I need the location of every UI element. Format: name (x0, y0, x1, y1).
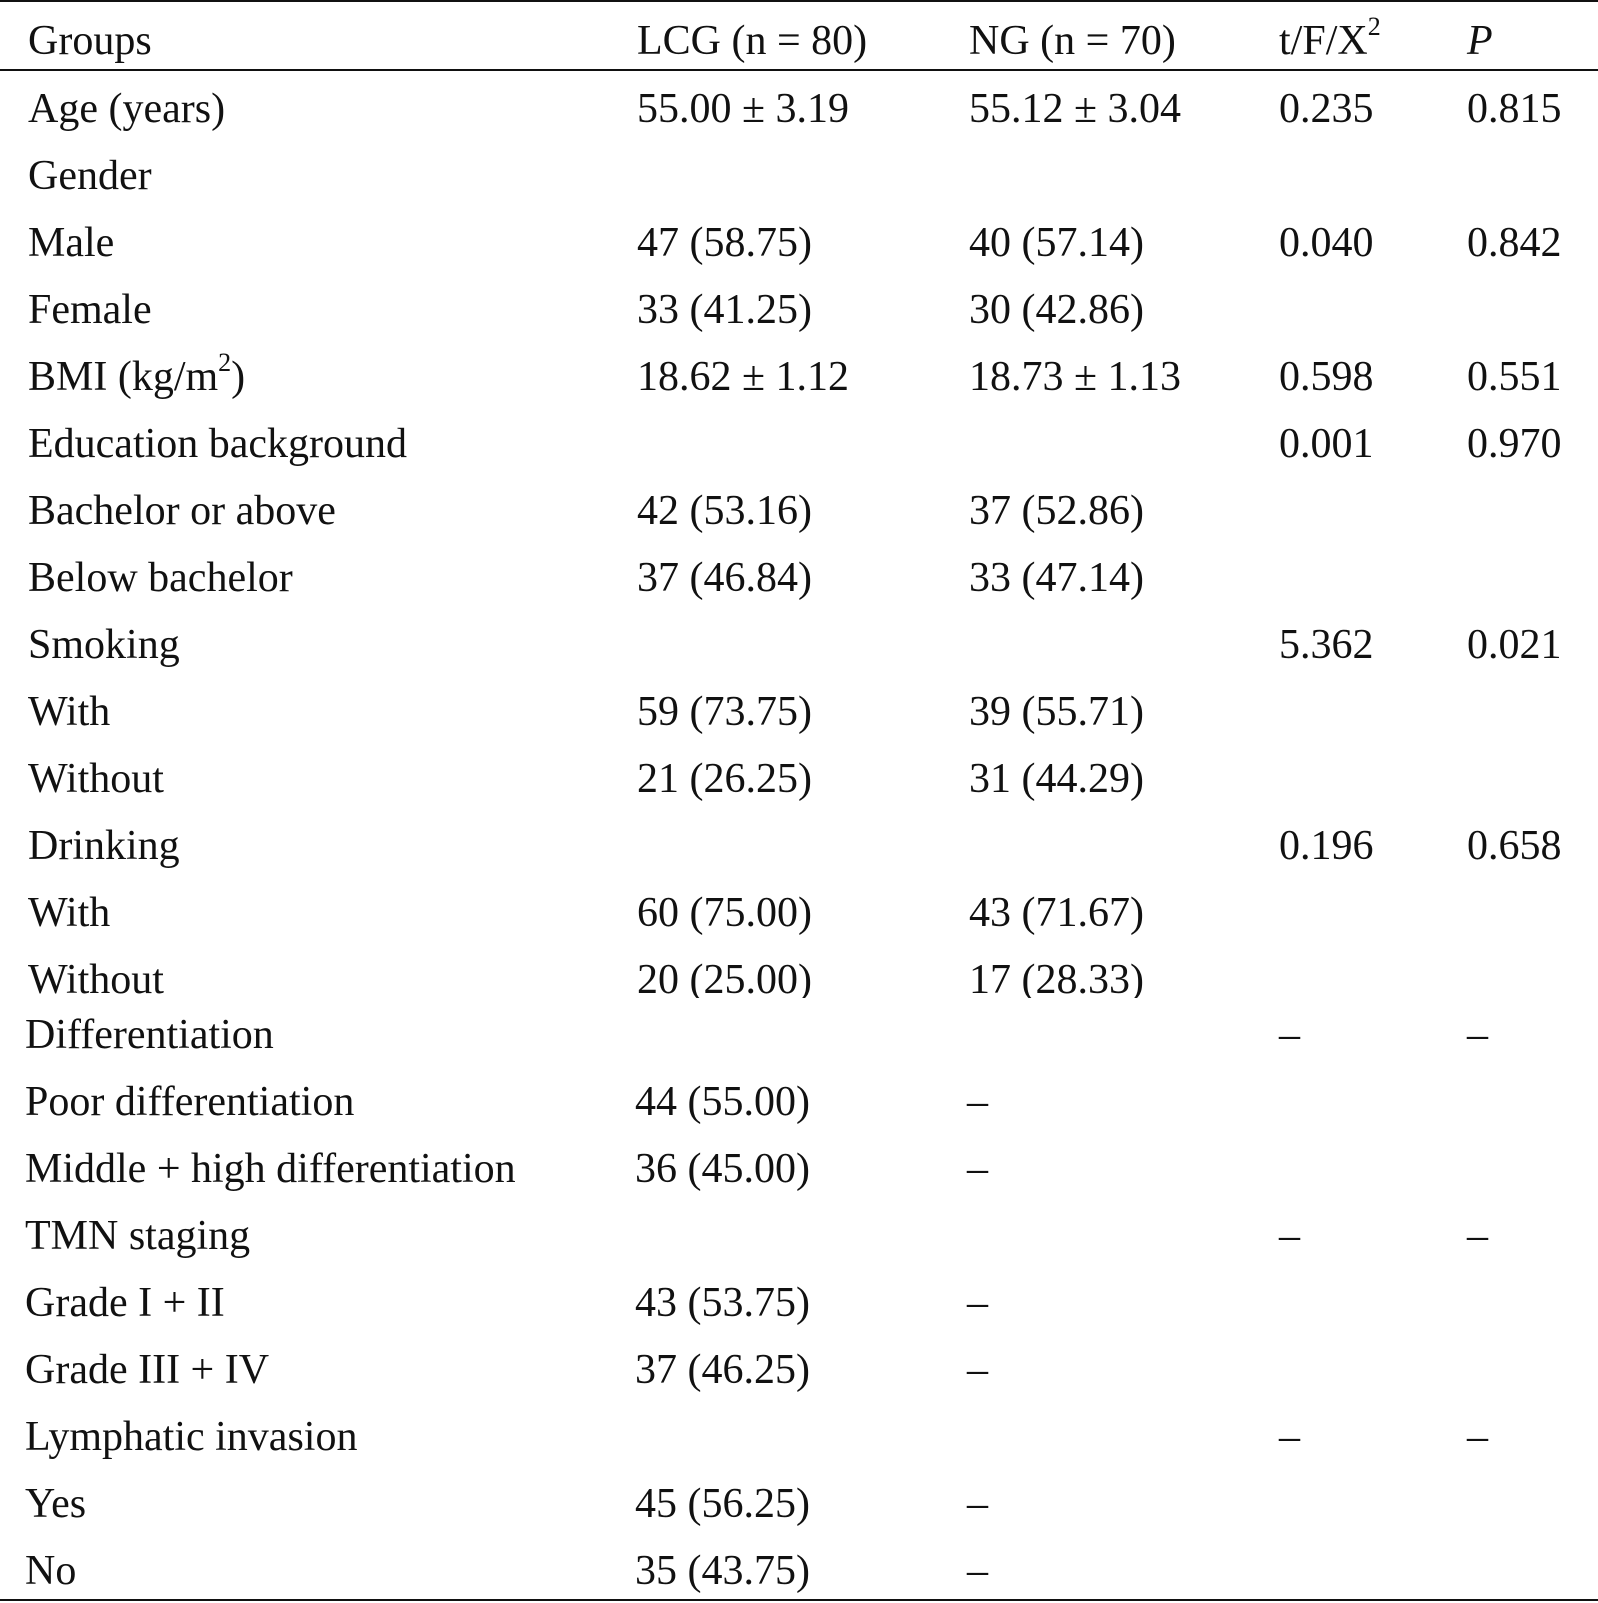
row-ng: 33 (47.14) (969, 555, 1144, 601)
row-stat: 0.040 (1279, 220, 1374, 266)
row-ng: 43 (71.67) (969, 890, 1144, 936)
row-label: Gender (28, 153, 152, 199)
row-label: Poor differentiation (25, 1079, 355, 1125)
row-label: Below bachelor (28, 555, 293, 601)
row-lcg: 44 (55.00) (635, 1079, 810, 1125)
table-top-rule (0, 0, 1598, 2)
row-stat: – (1279, 1012, 1300, 1058)
header-groups: Groups (28, 18, 152, 64)
row-lcg: 59 (73.75) (637, 689, 812, 735)
row-lcg: 21 (26.25) (637, 756, 812, 802)
row-p: – (1467, 1414, 1488, 1460)
row-stat: 5.362 (1279, 622, 1374, 668)
header-ng: NG (n = 70) (969, 18, 1176, 64)
row-ng: 30 (42.86) (969, 287, 1144, 333)
row-ng: – (967, 1146, 988, 1192)
row-stat: – (1279, 1213, 1300, 1259)
header-p-value: P (1467, 18, 1493, 64)
row-label: Grade I + II (25, 1280, 225, 1326)
row-stat: 0.196 (1279, 823, 1374, 869)
row-ng: 17 (28.33) (969, 957, 1144, 998)
row-label: Without (28, 756, 164, 802)
row-p: 0.658 (1467, 823, 1562, 869)
row-label: Drinking (28, 823, 180, 869)
row-lcg: 60 (75.00) (637, 890, 812, 936)
row-ng: – (967, 1079, 988, 1125)
row-p: 0.815 (1467, 86, 1562, 132)
row-label: Lymphatic invasion (25, 1414, 358, 1460)
row-label-tail: ) (231, 354, 246, 400)
row-p: – (1467, 1213, 1488, 1259)
row-label: Smoking (28, 622, 180, 668)
row-label: No (25, 1548, 77, 1594)
row-stat: 0.001 (1279, 421, 1374, 467)
row-ng: – (967, 1280, 988, 1326)
row-ng: – (967, 1548, 988, 1594)
header-statistic-base: t/F/X (1279, 18, 1368, 64)
row-lcg: 36 (45.00) (635, 1146, 810, 1192)
row-lcg: 42 (53.16) (637, 488, 812, 534)
row-label: BMI (kg/m2) (28, 350, 246, 401)
table-bottom-rule (0, 1599, 1598, 1601)
row-label: Male (28, 220, 115, 266)
header-statistic-sup: 2 (1367, 12, 1381, 41)
row-lcg: 55.00 ± 3.19 (637, 86, 850, 132)
row-lcg: 37 (46.25) (635, 1347, 810, 1393)
row-ng: 55.12 ± 3.04 (969, 86, 1182, 132)
row-p: 0.021 (1467, 622, 1562, 668)
row-label: Female (28, 287, 152, 333)
table-body-upper: Age (years) 55.00 ± 3.19 55.12 ± 3.04 0.… (28, 86, 1562, 998)
row-ng: 18.73 ± 1.13 (969, 354, 1182, 400)
row-label: With (28, 689, 111, 735)
row-p: 0.970 (1467, 421, 1562, 467)
row-p: 0.842 (1467, 220, 1562, 266)
row-p: 0.551 (1467, 354, 1562, 400)
row-stat: 0.235 (1279, 86, 1374, 132)
header-lcg: LCG (n = 80) (637, 18, 868, 64)
row-label: TMN staging (25, 1213, 251, 1259)
row-lcg: 37 (46.84) (637, 555, 812, 601)
row-lcg: 35 (43.75) (635, 1548, 810, 1594)
row-lcg: 47 (58.75) (637, 220, 812, 266)
row-label: Age (years) (28, 86, 226, 132)
row-label: Middle + high differentiation (25, 1146, 516, 1192)
row-stat: – (1279, 1414, 1300, 1460)
row-label: Without (28, 957, 164, 998)
row-lcg: 43 (53.75) (635, 1280, 810, 1326)
row-label: Bachelor or above (28, 488, 336, 534)
row-label: Yes (25, 1481, 87, 1527)
row-label-sup: 2 (218, 348, 232, 377)
row-lcg: 18.62 ± 1.12 (637, 354, 850, 400)
table-header-rule (0, 69, 1598, 71)
header-statistic: t/F/X2 (1279, 14, 1381, 65)
row-lcg: 33 (41.25) (637, 287, 812, 333)
row-label: With (28, 890, 111, 936)
row-lcg: 20 (25.00) (637, 957, 812, 998)
row-p: – (1467, 1012, 1488, 1058)
row-ng: 39 (55.71) (969, 689, 1144, 735)
row-ng: – (967, 1347, 988, 1393)
row-label: Education background (28, 421, 408, 467)
row-ng: 37 (52.86) (969, 488, 1144, 534)
row-label-text: BMI (kg/m (28, 354, 219, 400)
row-stat: 0.598 (1279, 354, 1374, 400)
row-ng: 40 (57.14) (969, 220, 1144, 266)
row-lcg: 45 (56.25) (635, 1481, 810, 1527)
row-label: Grade III + IV (25, 1347, 270, 1393)
row-label: Differentiation (25, 1012, 274, 1058)
row-ng: – (967, 1481, 988, 1527)
row-ng: 31 (44.29) (969, 756, 1144, 802)
